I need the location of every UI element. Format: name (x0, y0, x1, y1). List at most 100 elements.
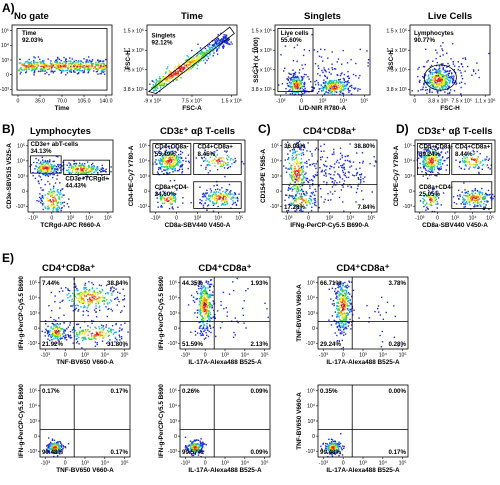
event-dot (468, 200, 471, 203)
event-dot (179, 69, 181, 71)
event-dot (91, 319, 93, 322)
event-dot (202, 160, 205, 162)
event-dot (96, 169, 98, 171)
event-dot (311, 206, 313, 208)
event-dot (325, 81, 327, 83)
event-dot (288, 168, 291, 170)
event-dot (333, 182, 335, 184)
event-dot (72, 304, 74, 306)
event-dot (58, 196, 61, 198)
event-dot (343, 174, 345, 176)
event-dot (79, 162, 81, 164)
event-dot (436, 84, 438, 86)
event-dot (161, 84, 163, 86)
event-dot (440, 63, 443, 65)
event-dot (430, 204, 433, 207)
event-dot (87, 71, 90, 73)
event-dot (433, 200, 435, 202)
event-dot (440, 74, 442, 76)
event-dot (442, 156, 444, 158)
event-dot (191, 58, 193, 60)
event-dot (121, 338, 123, 340)
event-dot (235, 204, 238, 206)
event-dot (59, 65, 62, 67)
event-dot (291, 86, 294, 88)
y-tick-label: 10³ (272, 174, 280, 180)
event-dot (178, 168, 181, 170)
event-dot (222, 194, 224, 196)
event-dot (338, 174, 340, 176)
x-tick-label: 10⁵ (121, 353, 129, 359)
event-dot (50, 173, 52, 175)
panel-letter: C) (258, 122, 271, 136)
event-dot (294, 86, 296, 89)
event-dot (81, 332, 84, 334)
plot-title: Singlets (304, 11, 341, 22)
event-dot (285, 171, 288, 173)
event-dot (293, 176, 296, 178)
event-dot (226, 201, 228, 203)
event-dot (490, 164, 492, 166)
event-dot (302, 67, 304, 70)
event-dot (367, 59, 370, 61)
event-dot (66, 69, 69, 71)
event-dot (446, 70, 448, 72)
event-dot (81, 70, 83, 72)
event-dot (23, 67, 25, 69)
event-dot (477, 196, 480, 199)
event-dot (435, 88, 437, 90)
event-dot (36, 171, 39, 173)
event-dot (289, 73, 291, 75)
event-dot (427, 177, 429, 180)
event-dot (97, 69, 99, 71)
event-dot (110, 171, 112, 173)
event-dot (155, 82, 157, 85)
event-dot (114, 336, 117, 339)
event-dot (68, 290, 71, 292)
event-dot (77, 172, 79, 175)
event-dot (200, 50, 203, 52)
event-dot (348, 81, 350, 84)
event-dot (486, 194, 488, 197)
event-dot (319, 74, 321, 77)
event-dot (106, 315, 108, 318)
event-dot (434, 165, 436, 167)
y-tick-label: -10³ (28, 341, 37, 347)
event-dot (204, 153, 206, 155)
event-dot (444, 81, 446, 84)
event-dot (429, 66, 431, 68)
event-dot (51, 203, 53, 206)
event-dot (62, 64, 65, 66)
event-dot (454, 80, 457, 82)
event-dot (307, 181, 310, 183)
event-dot (300, 168, 302, 170)
event-dot (304, 173, 306, 176)
event-dot (158, 160, 161, 162)
event-dot (420, 89, 422, 91)
event-dot (215, 202, 217, 205)
event-dot (290, 87, 292, 89)
event-dot (479, 153, 481, 155)
event-dot (296, 187, 298, 189)
event-dot (434, 83, 436, 85)
event-dot (81, 347, 83, 349)
event-dot (59, 182, 61, 184)
event-dot (41, 60, 44, 62)
event-dot (294, 76, 297, 78)
event-dot (203, 53, 205, 55)
event-dot (438, 76, 440, 78)
event-dot (175, 198, 177, 200)
event-dot (440, 159, 442, 162)
event-dot (165, 154, 167, 156)
event-dot (219, 165, 222, 168)
plot-title: CD4⁺CD8a⁺ (42, 263, 95, 274)
event-dot (47, 168, 49, 170)
event-dot (469, 163, 471, 166)
event-dot (87, 72, 89, 74)
event-dot (166, 160, 168, 162)
event-dot (161, 81, 164, 84)
event-dot (96, 68, 98, 70)
event-dot (432, 69, 434, 71)
event-dot (308, 49, 311, 52)
event-dot (53, 338, 55, 340)
